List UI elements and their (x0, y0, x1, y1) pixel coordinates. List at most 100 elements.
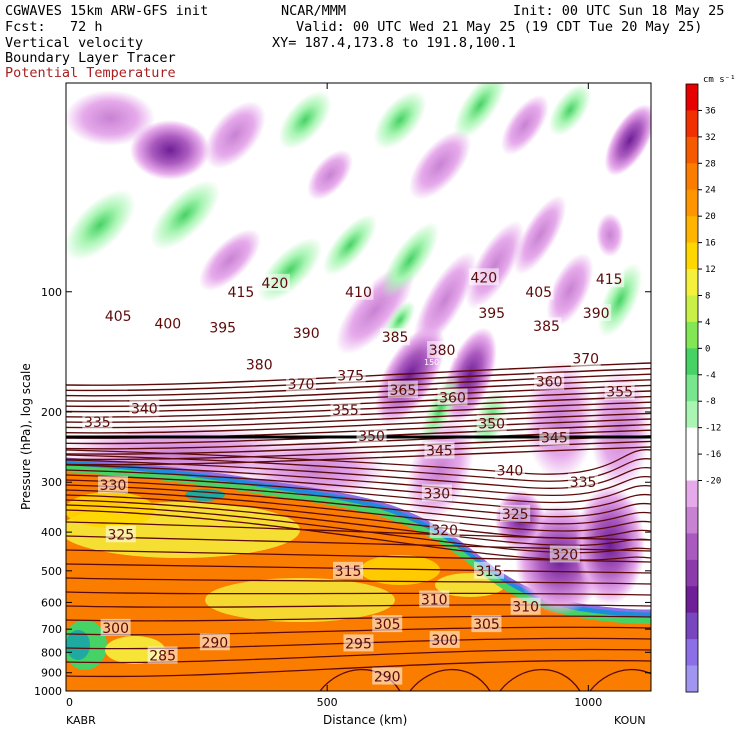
theta-contours (66, 362, 651, 691)
x-tick-label: 0 (66, 696, 73, 709)
valid-time: Valid: 00 UTC Wed 21 May 25 (19 CDT Tue … (296, 19, 703, 35)
theta-label-bg (539, 428, 570, 446)
theta-label: 360 (439, 390, 466, 406)
y-tick-label: 500 (41, 565, 62, 578)
theta-label: 310 (512, 600, 539, 616)
theta-label: 330 (100, 478, 127, 494)
velocity-blob (548, 83, 592, 137)
theta-line (66, 454, 651, 482)
colorbar-swatch (686, 665, 698, 693)
theta-label: 300 (431, 633, 458, 649)
colorbar-swatch (686, 639, 698, 667)
theta-label-bg (531, 317, 562, 335)
theta-label-bg (468, 268, 499, 286)
theta-label: 385 (533, 319, 560, 335)
theta-label: 390 (293, 326, 320, 342)
theta-label: 325 (107, 527, 134, 543)
theta-label: 315 (335, 564, 362, 580)
colorbar-label: 24 (705, 186, 716, 196)
theta-label-bg (225, 282, 256, 300)
velocity-blob (373, 90, 427, 150)
plot-field: 420 415 410 405 400 395 390 385 380 420 405 415 395 3… (66, 83, 651, 691)
theta-label: 385 (382, 330, 409, 346)
colorbar-swatch (686, 401, 698, 429)
colorbar-label: -16 (705, 450, 721, 460)
theta-label-bg (437, 388, 468, 406)
theta-label-bg (549, 545, 580, 563)
init-time: Init: 00 UTC Sun 18 May 25 (513, 3, 725, 19)
theta-label: 360 (536, 375, 563, 391)
theta-label: 420 (470, 270, 497, 286)
colorbar-label: 28 (705, 159, 716, 169)
theta-label-bg (343, 282, 374, 300)
y-tick-label: 700 (41, 623, 62, 636)
x-tick-label: 500 (317, 696, 338, 709)
tracer-band (205, 578, 395, 622)
theta-label-bg (424, 441, 455, 459)
theta-label-bg (330, 401, 361, 419)
theta-label-bg (380, 328, 411, 346)
theta-label: 415 (228, 285, 255, 301)
theta-label-bg (471, 615, 502, 633)
theta-label-bg (494, 461, 525, 479)
theta-label-bg (429, 630, 460, 648)
theta-label-bg (534, 372, 565, 390)
theta-label-bg (291, 324, 322, 342)
theta-label: 315 (476, 564, 503, 580)
velocity-blob (198, 228, 262, 292)
colorbar-label: 32 (705, 133, 716, 143)
theta-label-bg (98, 476, 129, 494)
velocity-blob (130, 120, 210, 180)
theta-label: 345 (541, 431, 568, 447)
theta-line (66, 637, 651, 650)
theta-label: 375 (337, 368, 364, 384)
theta-label-bg (335, 366, 366, 384)
theta-label-bg (129, 399, 160, 417)
theta-label-bg (500, 504, 531, 522)
colorbar-swatch (686, 427, 698, 455)
theta-label-bg (387, 380, 418, 398)
theta-label-bg (523, 282, 554, 300)
colorbar-units: cm s⁻¹ (703, 75, 736, 85)
theta-label: 370 (288, 377, 315, 393)
y-tick-label: 800 (41, 646, 62, 659)
theta-label-bg (429, 520, 460, 538)
x-tick-label: 1000 (574, 696, 602, 709)
inversion-layer (66, 460, 651, 624)
colorbar-swatch (686, 321, 698, 349)
velocity-blob (307, 149, 353, 201)
theta-label: 320 (551, 547, 578, 563)
theta-line (499, 668, 581, 691)
theta-line (409, 668, 491, 691)
center-name: NCAR/MMM (281, 3, 347, 19)
theta-label-bg (152, 314, 183, 332)
theta-label: 355 (606, 385, 633, 401)
theta-label: 305 (374, 617, 401, 633)
theta-line (66, 395, 651, 418)
theta-label-bg (356, 427, 387, 445)
theta-line (66, 459, 651, 489)
y-tick-label: 600 (41, 596, 62, 609)
colorbar: 36 32 28 24 20 16 12 8 4 0 -4 -8 -12 -16 -20 (685, 83, 721, 693)
theta-label: 355 (332, 403, 359, 419)
theta-label: 335 (84, 415, 111, 431)
theta-label-bg (333, 561, 364, 579)
velocity-blob (546, 252, 594, 328)
theta-line (66, 401, 651, 423)
velocity-blob (408, 130, 472, 200)
theta-label-bg (474, 561, 505, 579)
theta-label: 365 (390, 383, 417, 399)
colorbar-label: 20 (705, 212, 716, 222)
theta-label-bg (510, 597, 541, 615)
theta-label-bg (207, 318, 238, 336)
theta-line (66, 521, 651, 541)
theta-label-bg (476, 414, 507, 432)
theta-label-bg (244, 355, 275, 373)
y-tick-label: 300 (41, 476, 62, 489)
colorbar-label: -8 (705, 397, 716, 407)
theta-label: 295 (345, 636, 372, 652)
tropopause-label: 150 (74, 358, 89, 367)
theta-line (66, 591, 651, 596)
y-axis-title: Pressure (hPa), log scale (19, 363, 33, 510)
theta-label-bg (594, 270, 625, 288)
